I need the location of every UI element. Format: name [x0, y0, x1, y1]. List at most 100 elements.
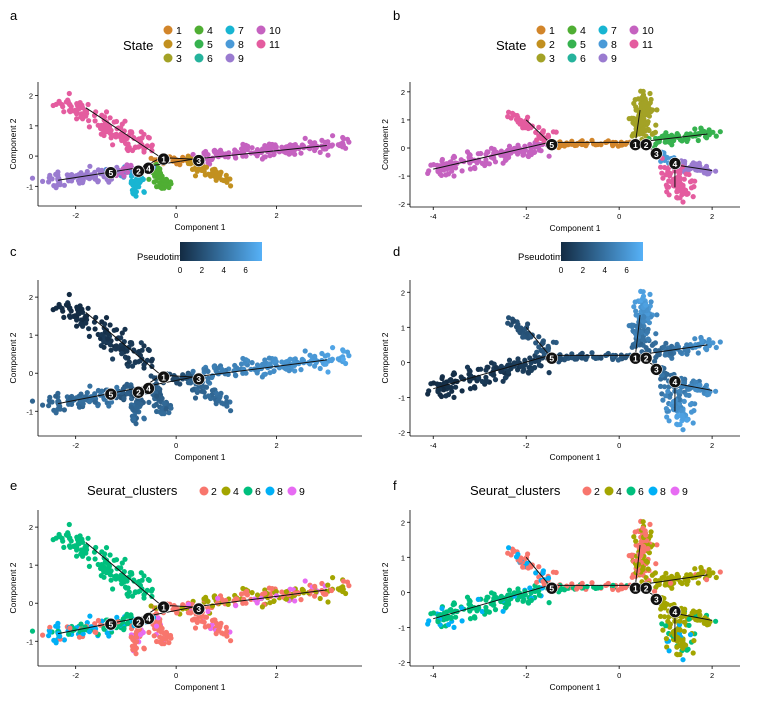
cell-point: [125, 355, 131, 361]
cell-point: [254, 153, 260, 159]
cell-point: [67, 314, 73, 320]
cell-point: [598, 584, 604, 591]
cell-point: [122, 118, 128, 124]
cell-point: [136, 136, 142, 142]
x-tick-label: -4: [430, 212, 437, 221]
cell-point: [308, 358, 314, 364]
cell-point: [273, 147, 279, 153]
cell-point: [242, 590, 248, 596]
cell-point: [697, 612, 703, 618]
cell-point: [344, 136, 351, 142]
cell-point: [163, 636, 169, 642]
cell-point: [528, 123, 534, 129]
y-tick-label: 0: [401, 144, 405, 153]
cell-point: [697, 163, 703, 169]
cell-point: [634, 333, 640, 339]
branch-point-label: 3: [196, 604, 201, 614]
cell-point: [201, 389, 207, 395]
cell-point: [134, 404, 140, 410]
cell-point: [641, 544, 647, 550]
y-axis-label: Component 2: [380, 332, 390, 383]
cell-point: [680, 190, 686, 196]
cell-point: [686, 392, 692, 398]
colorbar-tick: 0: [178, 266, 183, 275]
cell-point: [493, 365, 500, 371]
cell-point: [61, 637, 67, 643]
cell-point: [128, 634, 134, 640]
cell-point: [451, 153, 457, 159]
legend-swatch: [567, 39, 577, 49]
cell-point: [445, 392, 452, 398]
cell-point: [107, 552, 113, 558]
branch-point: [192, 372, 206, 386]
cell-point: [323, 146, 329, 152]
cell-point: [159, 641, 165, 647]
cell-point: [518, 363, 524, 369]
trajectory-edge: [634, 314, 641, 356]
cell-point: [228, 408, 234, 414]
cell-point: [217, 623, 223, 629]
cell-point: [99, 549, 105, 555]
cell-point: [67, 544, 73, 550]
legend-swatch: [163, 53, 173, 63]
cell-point: [325, 352, 331, 358]
cell-point: [675, 635, 681, 641]
cell-point: [545, 134, 552, 140]
cell-point: [681, 398, 687, 404]
branch-point-label: 3: [654, 595, 659, 605]
cell-point: [704, 577, 710, 583]
cell-point: [633, 308, 639, 314]
cell-point: [431, 380, 437, 386]
cell-point: [645, 126, 651, 132]
cell-point: [328, 143, 335, 149]
cell-point: [706, 337, 712, 343]
cell-point: [85, 535, 91, 541]
cell-point: [205, 378, 211, 385]
cell-point: [717, 339, 723, 345]
cell-point: [138, 340, 144, 346]
cell-point: [145, 346, 151, 353]
cell-point: [435, 619, 441, 625]
cell-point: [717, 129, 723, 135]
cell-point: [629, 574, 635, 580]
legend-swatch: [536, 39, 546, 49]
cell-point: [47, 399, 53, 405]
cell-point: [633, 538, 639, 544]
cell-point: [53, 623, 59, 629]
cell-point: [645, 336, 651, 342]
cell-point: [213, 620, 219, 626]
x-axis-label: Component 1: [174, 452, 225, 462]
panel-letter: e: [10, 478, 17, 493]
cell-point: [215, 365, 221, 371]
cell-point: [67, 109, 73, 115]
cell-point: [40, 402, 46, 408]
cell-point: [500, 378, 506, 384]
cell-point: [675, 181, 681, 187]
cell-point: [664, 414, 670, 420]
branch-point: [668, 605, 682, 618]
branch-point: [157, 152, 170, 166]
cell-point: [80, 631, 86, 637]
cell-point: [137, 588, 143, 594]
cell-point: [684, 191, 690, 197]
cell-point: [92, 621, 98, 627]
x-tick-label: -2: [523, 441, 530, 450]
cell-point: [439, 605, 445, 612]
cell-point: [692, 126, 698, 132]
cell-point: [655, 582, 661, 588]
cell-point: [459, 618, 465, 624]
cell-point: [488, 360, 495, 366]
branch-point-label: 3: [654, 365, 659, 375]
cell-point: [660, 627, 666, 633]
cell-point: [271, 598, 277, 604]
cell-point: [105, 126, 111, 132]
cell-point: [144, 357, 150, 363]
cell-point: [677, 618, 683, 624]
cell-point: [74, 534, 80, 540]
cell-point: [448, 377, 454, 383]
cell-point: [136, 348, 142, 355]
branch-point-label: 4: [146, 614, 151, 624]
cell-point: [643, 302, 649, 308]
cell-point: [192, 395, 199, 401]
cell-point: [459, 168, 465, 174]
